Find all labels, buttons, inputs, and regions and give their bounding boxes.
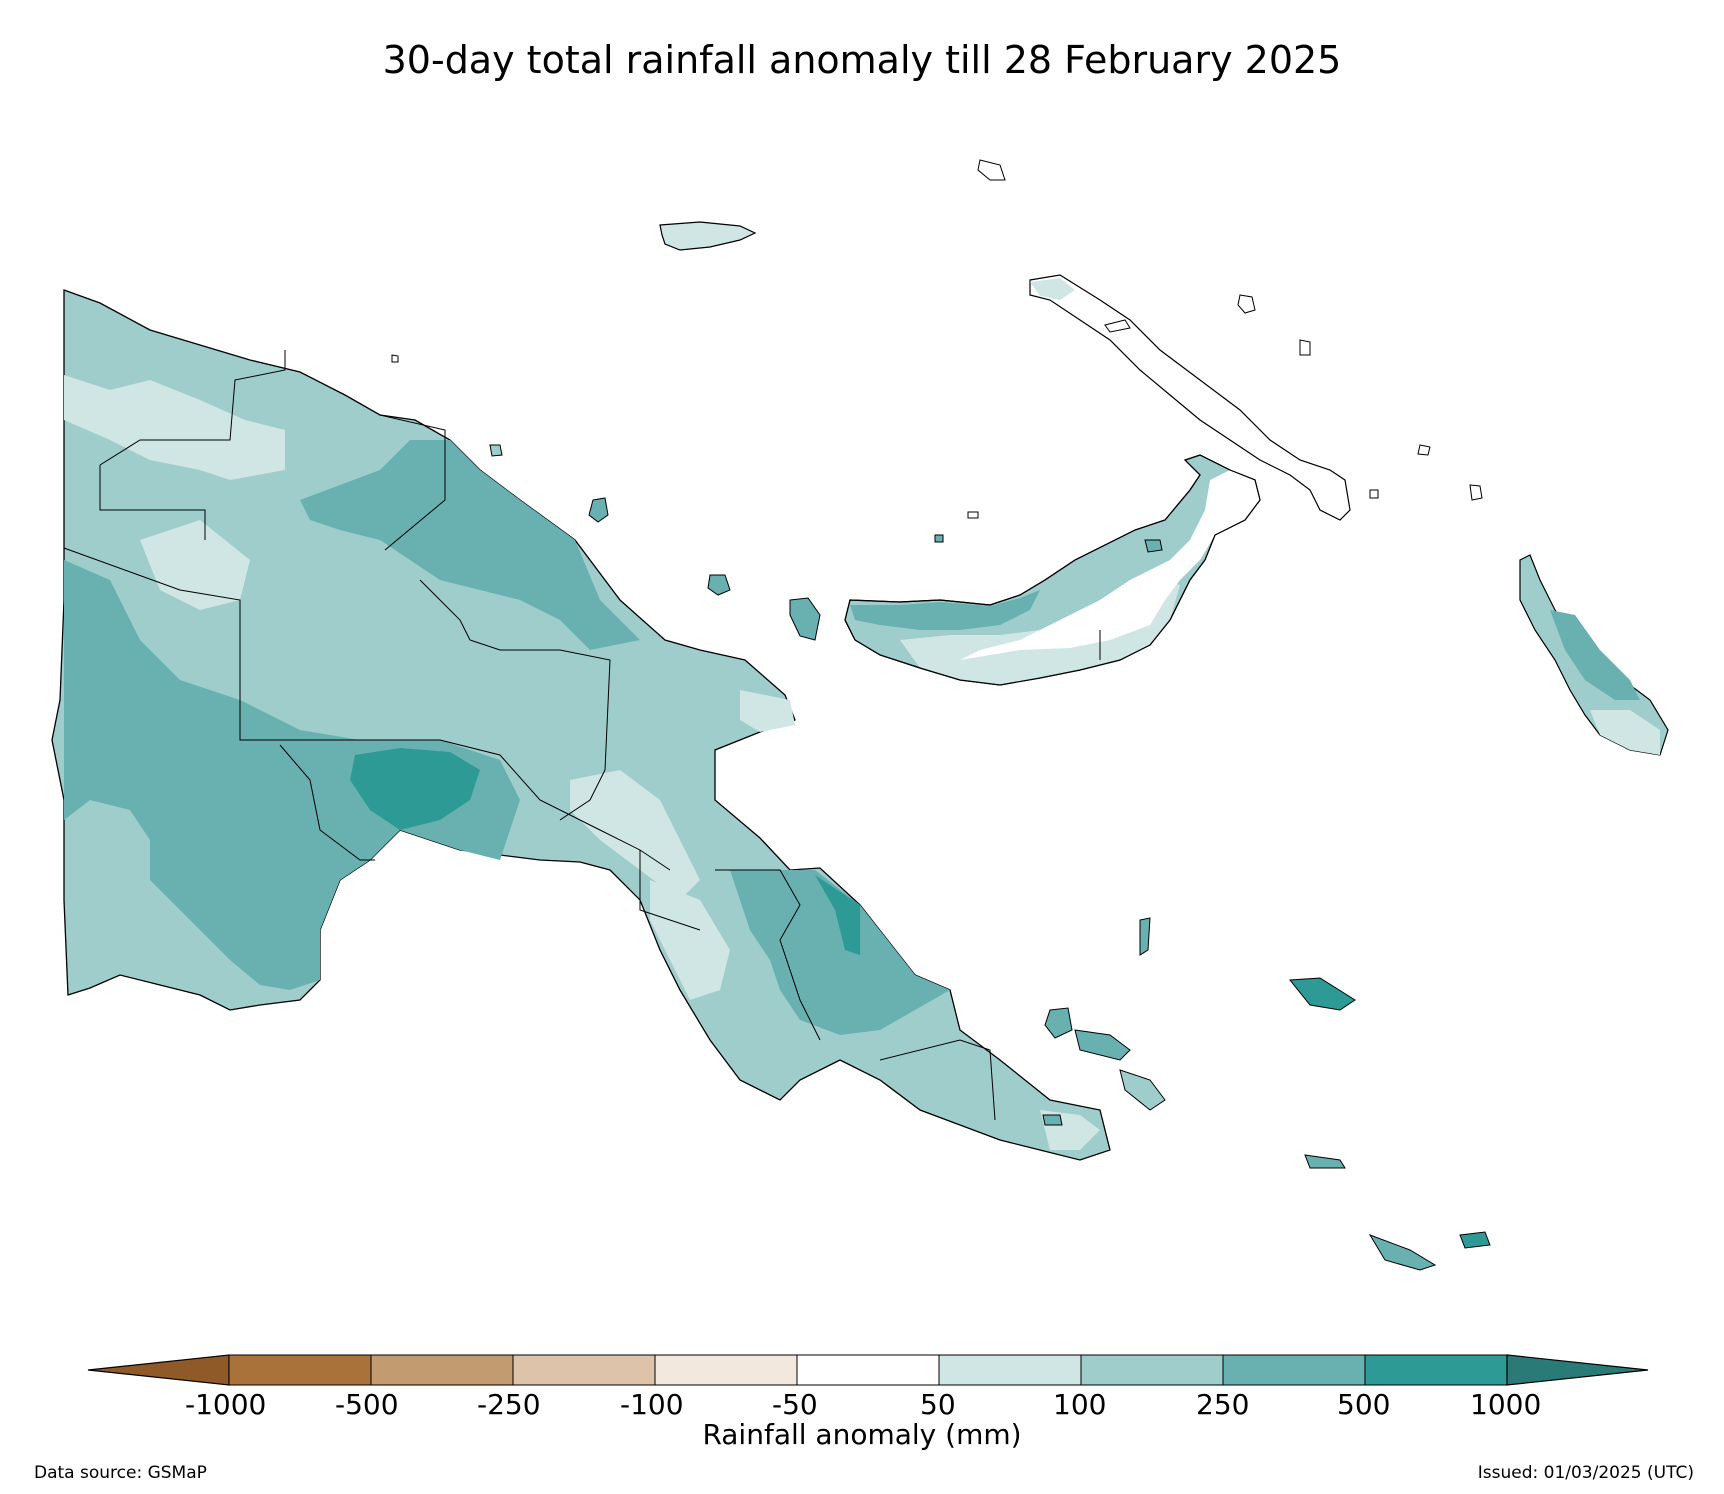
- colorbar-extend-high: [1506, 1354, 1649, 1386]
- issued-date: Issued: 01/03/2025 (UTC): [1477, 1463, 1694, 1483]
- new-britain-outline: [844, 454, 1261, 686]
- colorbar-bin-5: [796, 1354, 940, 1386]
- region-50-center: [140, 520, 250, 610]
- tick-label: 250: [1196, 1388, 1250, 1421]
- bougainville: [1519, 554, 1669, 756]
- colorbar-bin-6: [938, 1354, 1082, 1386]
- colorbar-extend-low: [87, 1354, 230, 1386]
- tick-label: -50: [772, 1388, 818, 1421]
- tick-label: 50: [920, 1388, 956, 1421]
- new-britain-white: [960, 470, 1260, 660]
- tick-label: -500: [335, 1388, 399, 1421]
- new-ireland-50: [1030, 278, 1075, 300]
- rainfall-anomaly-map: [51, 159, 1669, 1271]
- region-250-southwest: [64, 560, 520, 990]
- bougainville-250: [1550, 610, 1640, 700]
- mainland: [51, 289, 1111, 1161]
- region-250-north: [300, 440, 640, 650]
- region-250-southeast: [730, 870, 950, 1035]
- new-britain-250: [850, 590, 1040, 630]
- tick-label: 500: [1337, 1388, 1391, 1421]
- tick-label: 100: [1053, 1388, 1107, 1421]
- colorbar-bin-2: [370, 1354, 514, 1386]
- region-500-southeast: [815, 875, 860, 955]
- province-boundaries: [63, 350, 996, 1121]
- small-islands: [391, 159, 1491, 1271]
- tick-label: 1000: [1470, 1388, 1542, 1421]
- map-title: 30-day total rainfall anomaly till 28 Fe…: [382, 38, 1342, 82]
- region-500-gulf: [350, 748, 480, 830]
- region-50-ridge: [570, 770, 700, 900]
- new-britain: [844, 454, 1261, 686]
- colorbar-bin-1: [228, 1354, 372, 1386]
- colorbar-bin-7: [1080, 1354, 1224, 1386]
- manus-island: [659, 221, 757, 251]
- bougainville-50: [1590, 710, 1660, 755]
- data-source: Data source: GSMaP: [34, 1463, 207, 1483]
- colorbar: [87, 1354, 1649, 1386]
- region-50-east-coast: [740, 690, 795, 732]
- tick-label: -100: [620, 1388, 684, 1421]
- tick-label: -1000: [185, 1388, 267, 1421]
- region-50-northwest: [64, 375, 285, 480]
- colorbar-bin-3: [512, 1354, 656, 1386]
- colorbar-title: Rainfall anomaly (mm): [702, 1418, 1022, 1451]
- colorbar-bin-9: [1364, 1354, 1508, 1386]
- colorbar-bin-4: [654, 1354, 798, 1386]
- colorbar-bin-8: [1222, 1354, 1366, 1386]
- new-ireland: [1029, 274, 1351, 521]
- region-50-southeast: [650, 880, 730, 1000]
- tick-label: -250: [477, 1388, 541, 1421]
